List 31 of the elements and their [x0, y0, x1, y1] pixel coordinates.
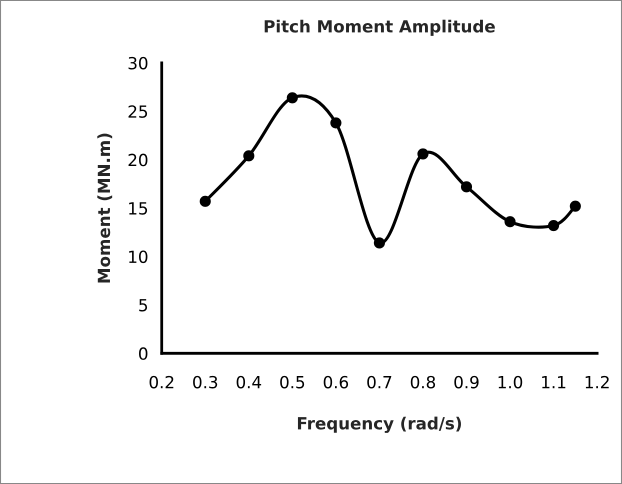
x-tick-label: 0.4: [236, 376, 262, 388]
x-tick-label: 1.0: [498, 376, 522, 388]
y-tick-label: 0: [139, 347, 148, 360]
point: [286, 92, 298, 104]
y-tick-label: 15: [129, 202, 148, 215]
x-tick-label: 1.1: [542, 376, 566, 388]
point: [374, 237, 385, 249]
x-tick-label: 0.8: [410, 376, 436, 388]
x-tick-label: 0.6: [324, 376, 348, 388]
point: [243, 150, 254, 162]
point: [330, 117, 342, 128]
y-tick-label: 25: [128, 105, 148, 118]
point: [417, 148, 429, 160]
x-tick-label: 0.5: [280, 376, 304, 388]
y-tick-label: 20: [128, 154, 148, 166]
y-axis-title: Moment (MN.m): [97, 134, 112, 282]
y-tick-label: 30: [128, 56, 148, 70]
y-tick-label: 10: [129, 250, 148, 264]
point: [570, 200, 581, 212]
x-tick-label: 0.2: [150, 376, 174, 388]
x-tick-label: 0.7: [367, 376, 392, 388]
x-axis-title: Frequency (rad/s): [298, 416, 461, 433]
x-tick-label: 0.9: [454, 376, 479, 388]
point: [504, 216, 516, 228]
y-tick-label: 5: [139, 299, 148, 312]
x-tick-label: 0.3: [193, 376, 218, 388]
point: [548, 220, 560, 232]
point: [200, 196, 211, 207]
point: [460, 181, 472, 192]
chart-title: Pitch Moment Amplitude: [264, 20, 495, 36]
x-tick-label: 1.2: [586, 376, 609, 388]
